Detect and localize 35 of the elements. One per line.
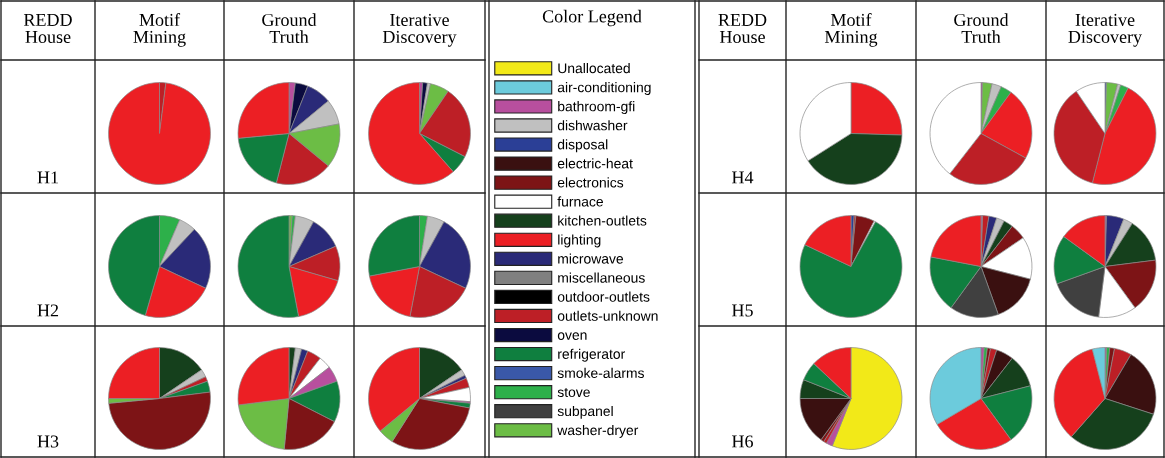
- category-label: Unallocated: [558, 63, 630, 74]
- category-label: air-conditioning: [557, 82, 651, 96]
- text: Color Legend: [542, 9, 642, 27]
- text: H5: [731, 304, 753, 317]
- category-label: electronics: [557, 177, 624, 188]
- text: Ground Truth: [954, 13, 1009, 44]
- category-label: dishwasher: [557, 120, 628, 131]
- text: Motif Mining: [824, 13, 878, 47]
- category-label: miscellaneous: [558, 272, 645, 283]
- category-label: outdoor-outlets: [557, 291, 650, 302]
- category-label: oven: [557, 332, 587, 340]
- category-label: stove: [557, 387, 590, 398]
- text: H4: [731, 171, 754, 184]
- category-label: subpanel: [557, 405, 613, 419]
- category-label: bathroom-gfi: [558, 101, 635, 115]
- category-label: smoke-alarms: [557, 367, 644, 378]
- text: H1: [37, 171, 58, 184]
- category-label: lighting: [558, 234, 601, 248]
- text: H3: [37, 435, 59, 448]
- text: REDD House: [23, 14, 72, 44]
- category-label: furnace: [557, 196, 603, 207]
- category-label: disposal: [557, 139, 608, 153]
- text: Ground Truth: [262, 13, 317, 44]
- category-label: microwave: [558, 253, 624, 264]
- category-label: electric-heat: [557, 158, 633, 169]
- category-label: kitchen-outlets: [558, 215, 647, 226]
- category-label: outlets-unknown: [557, 310, 658, 321]
- text: Iterative Discovery: [1068, 13, 1143, 47]
- text: H6: [731, 435, 753, 448]
- category-label: washer-dryer: [557, 424, 639, 438]
- text: Iterative Discovery: [382, 13, 457, 47]
- text: H2: [37, 304, 59, 317]
- category-label: refrigerator: [558, 348, 625, 362]
- text: REDD House: [718, 14, 767, 44]
- text: Motif Mining: [133, 13, 186, 47]
